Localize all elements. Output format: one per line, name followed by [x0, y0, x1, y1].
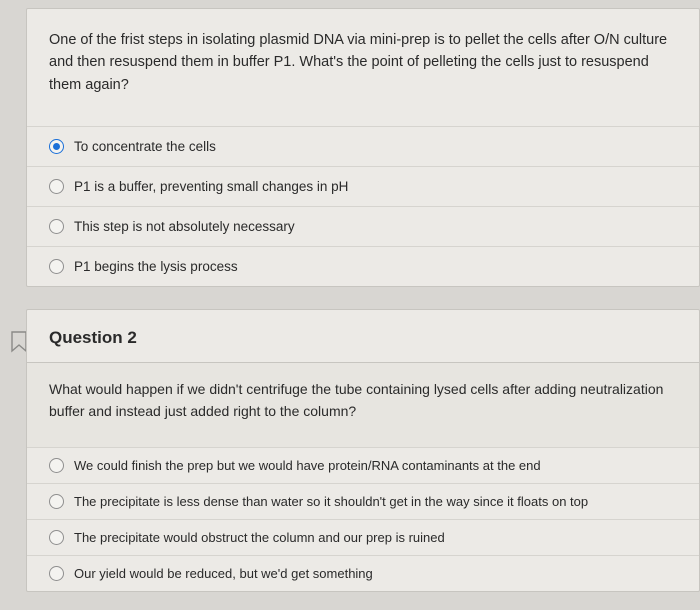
radio-icon	[49, 494, 64, 509]
quiz-page: One of the frist steps in isolating plas…	[0, 0, 700, 592]
option-row[interactable]: The precipitate is less dense than water…	[27, 484, 699, 520]
option-label: P1 begins the lysis process	[74, 259, 238, 274]
option-row[interactable]: P1 is a buffer, preventing small changes…	[27, 167, 699, 207]
radio-icon	[49, 259, 64, 274]
option-label: The precipitate is less dense than water…	[74, 494, 588, 509]
question-prompt: What would happen if we didn't centrifug…	[49, 379, 677, 422]
option-row[interactable]: Our yield would be reduced, but we'd get…	[27, 556, 699, 591]
option-row[interactable]: P1 begins the lysis process	[27, 247, 699, 286]
radio-icon	[49, 219, 64, 234]
option-label: To concentrate the cells	[74, 139, 216, 154]
radio-icon	[49, 179, 64, 194]
radio-icon	[49, 530, 64, 545]
options-list: We could finish the prep but we would ha…	[27, 447, 699, 591]
option-row[interactable]: The precipitate would obstruct the colum…	[27, 520, 699, 556]
question-prompt: One of the frist steps in isolating plas…	[49, 29, 677, 96]
radio-selected-icon	[49, 139, 64, 154]
radio-icon	[49, 566, 64, 581]
option-label: P1 is a buffer, preventing small changes…	[74, 179, 348, 194]
question-body: What would happen if we didn't centrifug…	[27, 362, 699, 446]
question-body: One of the frist steps in isolating plas…	[27, 9, 699, 126]
option-label: Our yield would be reduced, but we'd get…	[74, 566, 373, 581]
question-header: Question 2	[27, 310, 699, 362]
option-row[interactable]: This step is not absolutely necessary	[27, 207, 699, 247]
option-label: The precipitate would obstruct the colum…	[74, 530, 445, 545]
options-list: To concentrate the cells P1 is a buffer,…	[27, 126, 699, 286]
question-card-1: One of the frist steps in isolating plas…	[26, 8, 700, 287]
question-card-2: Question 2 What would happen if we didn'…	[26, 309, 700, 591]
option-row[interactable]: We could finish the prep but we would ha…	[27, 448, 699, 484]
question-block-2: Question 2 What would happen if we didn'…	[12, 309, 700, 591]
option-label: We could finish the prep but we would ha…	[74, 458, 541, 473]
option-label: This step is not absolutely necessary	[74, 219, 295, 234]
option-row[interactable]: To concentrate the cells	[27, 127, 699, 167]
question-title: Question 2	[49, 328, 677, 348]
bookmark-gutter	[12, 309, 26, 353]
radio-icon	[49, 458, 64, 473]
